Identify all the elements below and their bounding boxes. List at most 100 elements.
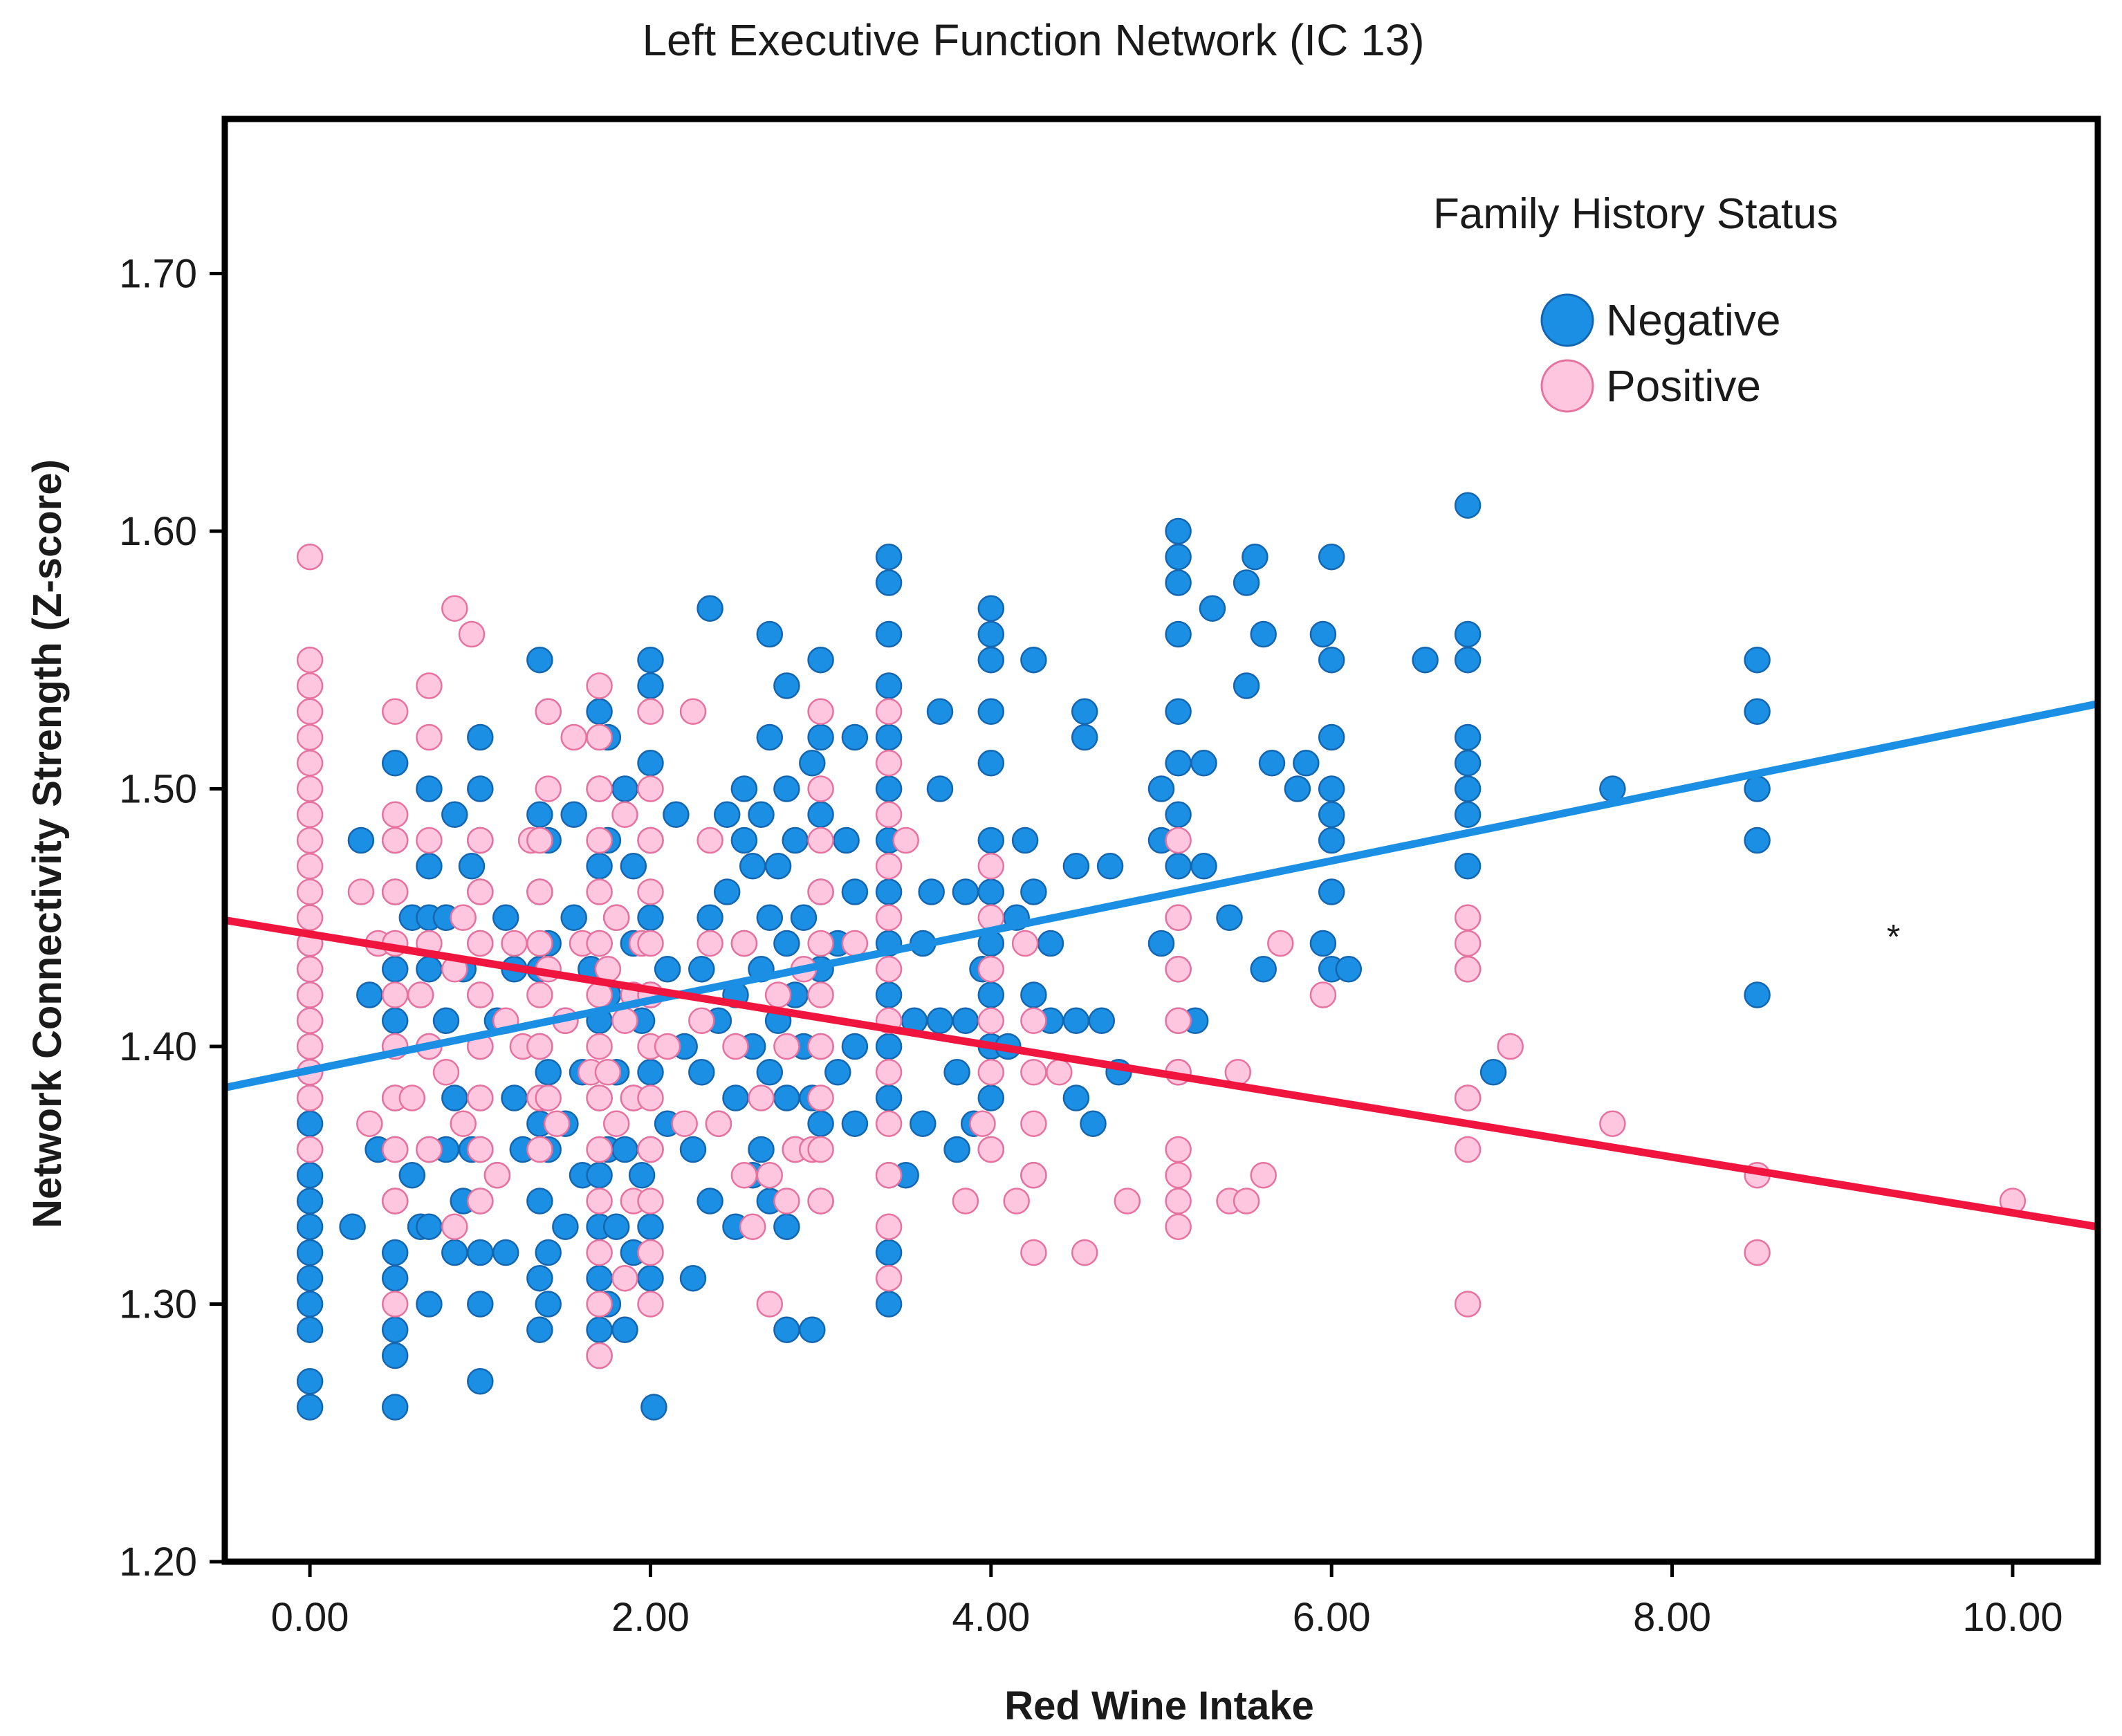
negative-point-171 <box>756 723 784 751</box>
negative-point-1 <box>296 1367 324 1395</box>
positive-point-97 <box>611 1007 638 1035</box>
negative-point-32 <box>381 956 409 983</box>
negative-point-135 <box>637 904 664 932</box>
positive-point-98 <box>611 801 638 829</box>
negative-point-294 <box>1318 878 1345 905</box>
positive-point-75 <box>560 723 587 751</box>
negative-point-151 <box>696 595 723 622</box>
negative-point-79 <box>526 1264 553 1292</box>
negative-point-26 <box>381 1239 409 1266</box>
positive-point-1 <box>296 1084 324 1111</box>
positive-point-193 <box>1454 1136 1482 1163</box>
positive-point-129 <box>764 981 792 1008</box>
y-tick-label: 1.30 <box>119 1282 197 1327</box>
positive-point-105 <box>637 1188 664 1215</box>
negative-point-259 <box>1080 1110 1107 1137</box>
negative-point-98 <box>560 801 587 829</box>
negative-point-174 <box>764 853 792 880</box>
positive-point-21 <box>356 1110 383 1137</box>
positive-point-51 <box>467 1084 494 1111</box>
negative-point-178 <box>773 930 800 957</box>
positive-point-163 <box>977 956 1005 983</box>
positive-point-53 <box>467 981 494 1008</box>
positive-point-124 <box>730 930 758 957</box>
negative-point-216 <box>875 620 903 648</box>
positive-point-9 <box>296 878 324 905</box>
positive-point-177 <box>1165 1213 1192 1240</box>
negative-point-199 <box>833 827 860 854</box>
negative-point-291 <box>1309 930 1337 957</box>
negative-point-249 <box>1020 981 1047 1008</box>
positive-point-152 <box>875 956 903 983</box>
negative-point-270 <box>1165 853 1192 880</box>
negative-point-40 <box>416 1291 443 1318</box>
negative-point-0 <box>296 1394 324 1421</box>
positive-point-174 <box>1046 1059 1073 1086</box>
legend-title: Family History Status <box>1433 190 1838 238</box>
positive-point-5 <box>296 981 324 1008</box>
negative-point-58 <box>467 1367 494 1395</box>
positive-point-65 <box>526 981 553 1008</box>
negative-point-263 <box>1147 930 1175 957</box>
negative-point-228 <box>943 1059 970 1086</box>
positive-point-153 <box>875 904 903 932</box>
positive-point-194 <box>1454 1084 1482 1111</box>
negative-point-73 <box>492 1239 519 1266</box>
negative-point-306 <box>1454 801 1482 829</box>
negative-point-18 <box>339 1213 366 1240</box>
positive-point-50 <box>467 1136 494 1163</box>
positive-point-121 <box>705 1110 732 1137</box>
negative-point-190 <box>807 1110 834 1137</box>
positive-point-95 <box>602 904 630 932</box>
negative-point-75 <box>501 1084 528 1111</box>
positive-point-117 <box>679 698 707 726</box>
negative-point-287 <box>1250 620 1277 648</box>
positive-point-30 <box>381 878 409 905</box>
positive-point-87 <box>586 878 613 905</box>
negative-point-221 <box>910 1110 937 1137</box>
fit-lines-group <box>223 700 2099 1231</box>
negative-point-234 <box>977 1084 1005 1111</box>
negative-point-223 <box>918 878 945 905</box>
negative-point-213 <box>875 775 903 802</box>
positive-point-145 <box>841 930 869 957</box>
positive-point-80 <box>586 1239 613 1266</box>
negative-point-241 <box>977 698 1005 726</box>
negative-point-103 <box>586 1316 613 1343</box>
positive-point-36 <box>416 1136 443 1163</box>
positive-point-182 <box>1165 1007 1192 1035</box>
negative-point-317 <box>1744 775 1771 802</box>
negative-point-164 <box>739 853 766 880</box>
negative-point-261 <box>1096 853 1124 880</box>
positive-point-28 <box>381 981 409 1008</box>
negative-point-44 <box>416 956 443 983</box>
ticks-layer: 0.00 2.00 4.00 6.00 8.00 10.00 1.20 1.30 1.40 1.5… <box>119 252 2063 1641</box>
positive-point-46 <box>450 1110 477 1137</box>
positive-point-138 <box>807 1033 834 1060</box>
chart-title: Left Executive Function Network (IC 13) <box>642 15 1424 65</box>
positive-point-79 <box>586 1291 613 1318</box>
negative-point-149 <box>696 1188 723 1215</box>
positive-point-114 <box>637 698 664 726</box>
positive-point-197 <box>1454 904 1482 932</box>
negative-point-104 <box>586 1264 613 1292</box>
legend: Family History Status Negative Positive <box>1433 190 1838 413</box>
negative-point-36 <box>398 1161 426 1189</box>
positive-point-8 <box>296 904 324 932</box>
negative-point-302 <box>1412 646 1439 674</box>
positive-point-144 <box>807 698 834 726</box>
positive-point-84 <box>586 1033 613 1060</box>
positive-point-42 <box>432 1059 460 1086</box>
negative-point-112 <box>586 698 613 726</box>
positive-point-161 <box>977 1059 1005 1086</box>
negative-point-314 <box>1599 775 1626 802</box>
negative-point-128 <box>628 1161 656 1189</box>
negative-point-87 <box>535 1291 562 1318</box>
negative-point-290 <box>1293 750 1320 777</box>
positive-point-143 <box>807 775 834 802</box>
negative-point-154 <box>713 878 741 905</box>
positive-point-110 <box>637 930 664 957</box>
negative-point-316 <box>1744 827 1771 854</box>
positive-point-183 <box>1165 956 1192 983</box>
legend-label-negative: Negative <box>1606 295 1781 345</box>
